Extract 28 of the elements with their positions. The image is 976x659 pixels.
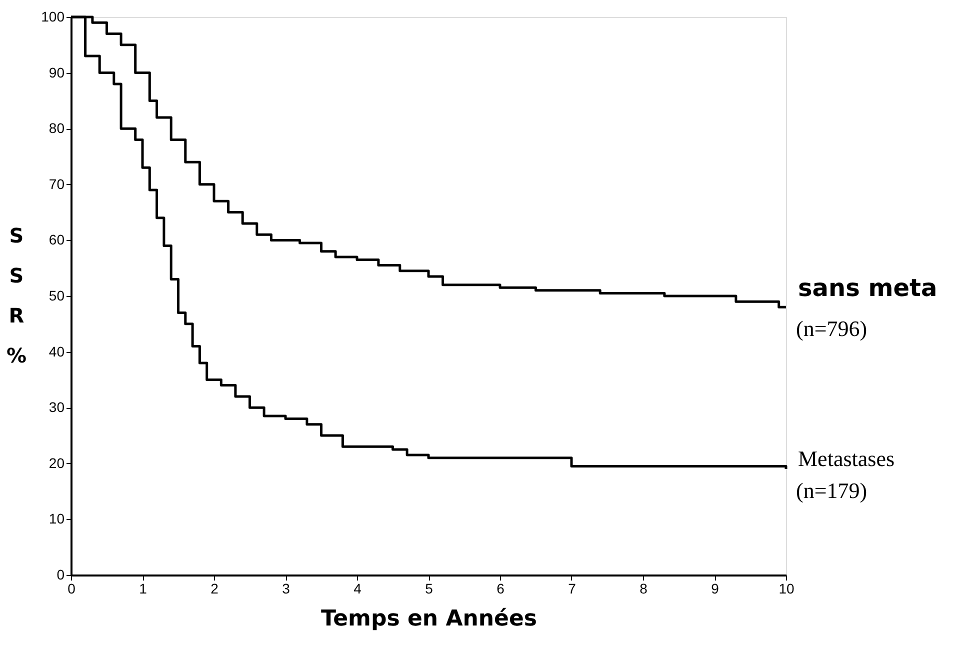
y-tick-label: 80 bbox=[48, 120, 65, 136]
x-tick-label: 8 bbox=[640, 580, 648, 596]
y-tick-label: 50 bbox=[48, 288, 65, 304]
y-tick-label: 90 bbox=[48, 64, 65, 80]
series-label: Metastases bbox=[798, 446, 895, 471]
x-tick-label: 3 bbox=[282, 580, 290, 596]
text: (n=179) bbox=[796, 478, 868, 503]
y-axis-title: S S R % bbox=[6, 224, 27, 368]
y-tick-label: 70 bbox=[48, 176, 65, 192]
x-tick-label: 5 bbox=[425, 580, 434, 596]
x-tick-label: 7 bbox=[568, 580, 576, 596]
y-tick-label: 0 bbox=[56, 566, 65, 582]
y-tick-label: 30 bbox=[48, 399, 65, 416]
y-tick-label: 10 bbox=[48, 510, 65, 527]
x-axis-title: Temps en Années bbox=[321, 606, 537, 632]
y-tick-label: 60 bbox=[48, 232, 65, 248]
x-tick-label: 4 bbox=[354, 580, 362, 596]
x-tick-label: 0 bbox=[68, 580, 76, 596]
x-tick-label: 6 bbox=[496, 580, 505, 596]
x-tick-label: 9 bbox=[711, 580, 720, 596]
y-tick-label: 20 bbox=[48, 454, 65, 471]
text: (n=796) bbox=[796, 316, 868, 342]
x-tick-label: 1 bbox=[139, 580, 148, 596]
x-tick-label: 10 bbox=[778, 580, 794, 596]
x-tick-label: 2 bbox=[210, 580, 219, 596]
series-label: sans meta bbox=[798, 274, 938, 302]
y-tick-label: 40 bbox=[48, 343, 65, 360]
y-tick-label: 100 bbox=[41, 8, 65, 24]
